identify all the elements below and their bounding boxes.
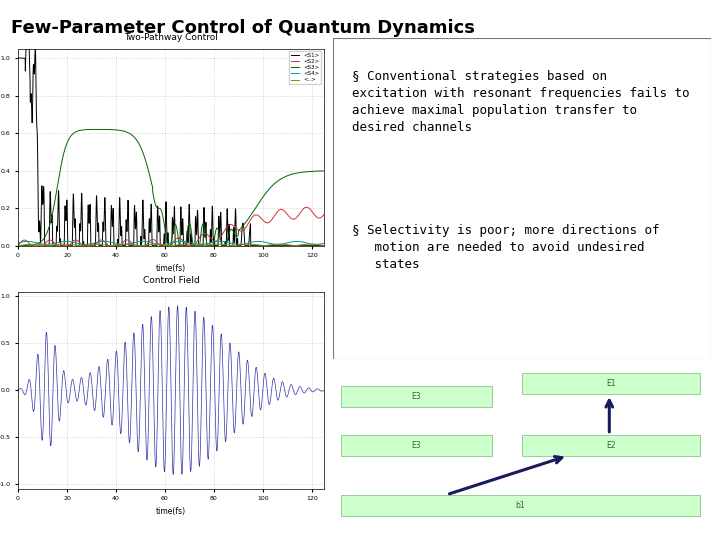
- Line: <S4>: <S4>: [18, 241, 324, 245]
- <..>: [188, 241, 197, 248]
- Text: § Selectivity is poor; more directions of
   motion are needed to avoid undesire: § Selectivity is poor; more directions o…: [352, 224, 660, 271]
- <S1>: [37, 183, 46, 189]
- <S4>: [144, 239, 153, 245]
- FancyBboxPatch shape: [341, 386, 492, 407]
- <S1>: [22, 45, 30, 52]
- Title: Two-Pathway Control: Two-Pathway Control: [124, 33, 218, 42]
- <S3>: [37, 238, 46, 244]
- Text: E3: E3: [412, 392, 421, 401]
- <S2>: [50, 240, 58, 246]
- Line: <S3>: <S3>: [18, 130, 324, 246]
- <S3>: [163, 242, 172, 249]
- <S1>: [144, 242, 153, 249]
- <S3>: [156, 205, 164, 212]
- <S1>: [188, 242, 197, 249]
- X-axis label: time(fs): time(fs): [156, 507, 186, 516]
- <S3>: [188, 239, 197, 246]
- FancyBboxPatch shape: [341, 435, 492, 456]
- <S4>: [188, 240, 197, 246]
- Text: § Conventional strategies based on
excitation with resonant frequencies fails to: § Conventional strategies based on excit…: [352, 70, 690, 134]
- <S3>: [94, 126, 102, 133]
- <S4>: [320, 240, 328, 247]
- FancyBboxPatch shape: [341, 495, 700, 516]
- Line: <S2>: <S2>: [18, 207, 324, 246]
- <S1>: [50, 242, 59, 249]
- <S1>: [156, 232, 164, 238]
- FancyBboxPatch shape: [523, 373, 700, 394]
- <S3>: [150, 197, 158, 204]
- <S4>: [50, 240, 58, 247]
- <..>: [50, 242, 58, 248]
- <S2>: [37, 242, 46, 249]
- <S3>: [50, 202, 58, 208]
- <S4>: [37, 241, 46, 247]
- X-axis label: time(fs): time(fs): [156, 264, 186, 273]
- <..>: [150, 241, 158, 247]
- <S2>: [156, 242, 164, 249]
- <S2>: [144, 239, 153, 246]
- FancyBboxPatch shape: [523, 435, 700, 456]
- <S2>: [27, 242, 35, 249]
- <S1>: [150, 242, 159, 249]
- <S3>: [144, 166, 153, 172]
- <S4>: [156, 241, 164, 247]
- Line: <S1>: <S1>: [18, 49, 324, 246]
- <S4>: [150, 240, 158, 247]
- Line: <..>: <..>: [18, 244, 324, 246]
- Title: Control Field: Control Field: [143, 276, 199, 285]
- <S2>: [302, 204, 311, 211]
- <..>: [144, 241, 153, 248]
- Text: E2: E2: [606, 441, 616, 450]
- <S2>: [14, 242, 22, 249]
- <S4>: [14, 240, 22, 246]
- <S1>: [320, 242, 328, 249]
- Text: E1: E1: [606, 379, 616, 388]
- <S2>: [188, 242, 197, 249]
- Text: Few-Parameter Control of Quantum Dynamics: Few-Parameter Control of Quantum Dynamic…: [11, 19, 474, 37]
- <..>: [14, 242, 22, 249]
- Text: E3: E3: [412, 441, 421, 450]
- <S2>: [320, 211, 328, 218]
- <S3>: [14, 242, 22, 249]
- <S1>: [14, 55, 22, 61]
- <S1>: [40, 242, 49, 249]
- <..>: [37, 241, 46, 248]
- <..>: [320, 242, 328, 249]
- <S2>: [150, 237, 158, 243]
- <..>: [156, 241, 164, 247]
- <S3>: [320, 167, 328, 174]
- Legend: <S1>, <S2>, <S3>, <S4>, <..>: <S1>, <S2>, <S3>, <S4>, <..>: [289, 51, 321, 84]
- <S4>: [215, 238, 224, 245]
- <..>: [60, 241, 68, 247]
- Text: b1: b1: [516, 501, 526, 510]
- <S4>: [120, 241, 128, 248]
